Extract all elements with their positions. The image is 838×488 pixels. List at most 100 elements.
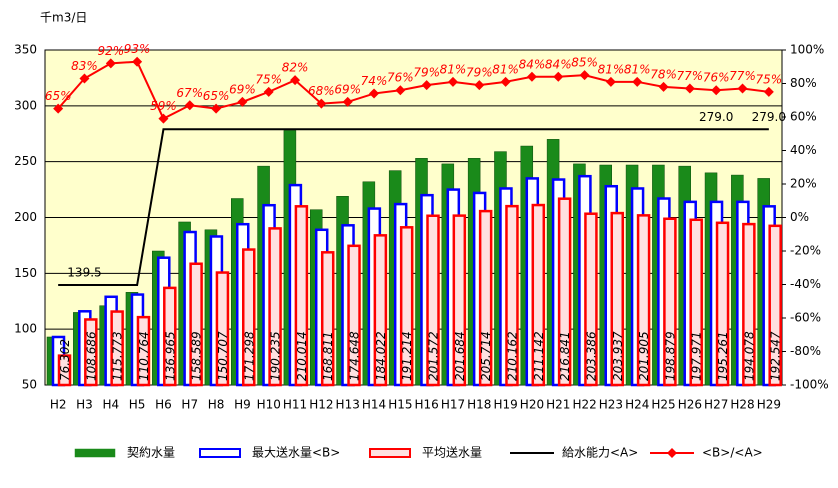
value-label: 76.302 — [58, 339, 72, 381]
value-label: 76% — [387, 71, 414, 85]
x-tick-label: H8 — [208, 398, 225, 412]
value-label: 69% — [229, 82, 256, 96]
value-label: 210.162 — [505, 331, 519, 381]
y-tick-label: 250 — [14, 154, 37, 168]
x-tick-label: H2 — [50, 398, 67, 412]
y-tick-label: 350 — [14, 43, 37, 57]
value-label: 84% — [545, 57, 572, 71]
legend-swatch — [75, 449, 115, 457]
value-label: 81% — [492, 62, 519, 76]
value-label: 201.905 — [637, 331, 651, 381]
value-label: 184.022 — [374, 331, 388, 381]
value-label: 65% — [203, 89, 230, 103]
y2-tick-label: -100% — [790, 378, 829, 392]
x-tick-label: H4 — [102, 398, 119, 412]
y-tick-label: 50 — [22, 378, 37, 392]
x-tick-label: H9 — [234, 398, 251, 412]
x-tick-label: H26 — [678, 398, 702, 412]
y-tick-label: 150 — [14, 266, 37, 280]
value-label: 67% — [176, 86, 203, 100]
value-label: 92% — [97, 44, 124, 58]
value-label: 83% — [71, 59, 98, 73]
value-label: 82% — [282, 61, 309, 75]
value-label: 139.5 — [67, 266, 101, 280]
value-label: 168.811 — [321, 331, 335, 381]
value-label: 77% — [729, 69, 756, 83]
value-label: 201.572 — [427, 331, 441, 381]
y2-tick-label: -80% — [790, 344, 821, 358]
value-label: 78% — [650, 67, 677, 81]
value-label: 216.841 — [558, 331, 572, 381]
legend-swatch — [370, 449, 410, 457]
value-label: 279.0 — [752, 110, 786, 124]
legend-label: 契約水量 — [127, 445, 175, 460]
value-label: 201.684 — [453, 331, 467, 381]
x-tick-label: H27 — [704, 398, 728, 412]
x-tick-label: H14 — [362, 398, 386, 412]
value-label: 77% — [677, 69, 704, 83]
value-label: 174.648 — [348, 331, 362, 381]
value-label: 158.589 — [190, 331, 204, 381]
x-tick-label: H12 — [309, 398, 333, 412]
legend-label: 給水能力<A> — [562, 446, 638, 460]
y2-tick-label: 20% — [790, 177, 817, 191]
value-label: 75% — [756, 72, 783, 86]
x-tick-label: H29 — [757, 398, 781, 412]
value-label: 76% — [703, 71, 730, 85]
value-label: 75% — [255, 72, 282, 86]
value-label: 110.764 — [137, 331, 151, 381]
value-label: 171.298 — [242, 331, 256, 381]
x-tick-label: H3 — [76, 398, 93, 412]
x-tick-label: H6 — [155, 398, 172, 412]
y2-tick-label: 60% — [790, 110, 817, 124]
value-label: 279.0 — [699, 110, 733, 124]
y-tick-label: 200 — [14, 210, 37, 224]
value-label: 81% — [598, 62, 625, 76]
legend-marker — [667, 448, 677, 458]
x-tick-label: H22 — [572, 398, 596, 412]
legend-swatch — [200, 449, 240, 457]
value-label: 108.686 — [84, 331, 98, 381]
value-label: 195.261 — [716, 331, 730, 381]
value-label: 190.235 — [269, 331, 283, 381]
value-label: 210.014 — [295, 331, 309, 381]
value-label: 150.707 — [216, 331, 230, 381]
x-tick-label: H24 — [625, 398, 649, 412]
legend-label: <B>/<A> — [702, 446, 763, 460]
x-tick-label: H18 — [467, 398, 491, 412]
value-label: 136.965 — [163, 331, 177, 381]
value-label: 79% — [413, 66, 440, 80]
x-tick-label: H11 — [283, 398, 307, 412]
value-label: 79% — [466, 66, 493, 80]
x-tick-label: H10 — [257, 398, 281, 412]
x-tick-label: H23 — [599, 398, 623, 412]
x-tick-label: H19 — [493, 398, 517, 412]
legend-label: 最大送水量<B> — [252, 445, 340, 460]
legend-label: 平均送水量 — [422, 445, 482, 460]
value-label: 59% — [150, 99, 177, 113]
value-label: 74% — [361, 74, 388, 88]
y-tick-label: 300 — [14, 98, 37, 112]
value-label: 198.879 — [663, 331, 677, 381]
y-axis-label: 千m3/日 — [40, 11, 87, 25]
value-label: 194.078 — [742, 331, 756, 381]
value-label: 115.773 — [111, 331, 125, 381]
chart: 千m3/日 50 100 150 200 250 300 350 -100% -80% -60% -… — [0, 0, 838, 488]
y2-tick-label: -40% — [790, 277, 821, 291]
value-label: 69% — [334, 82, 361, 96]
value-label: 93% — [124, 42, 151, 56]
value-label: 84% — [519, 57, 546, 71]
x-tick-label: H16 — [415, 398, 439, 412]
x-tick-label: H21 — [546, 398, 570, 412]
value-label: 211.142 — [532, 331, 546, 381]
x-tick-label: H15 — [388, 398, 412, 412]
value-label: 192.547 — [769, 331, 783, 381]
value-label: 65% — [45, 89, 72, 103]
y2-tick-label: -60% — [790, 311, 821, 325]
value-label: 68% — [308, 84, 335, 98]
x-tick-label: H5 — [129, 398, 146, 412]
value-label: 197.971 — [690, 331, 704, 381]
y-tick-label: 100 — [14, 322, 37, 336]
value-label: 205.714 — [479, 331, 493, 381]
value-label: 81% — [624, 62, 651, 76]
